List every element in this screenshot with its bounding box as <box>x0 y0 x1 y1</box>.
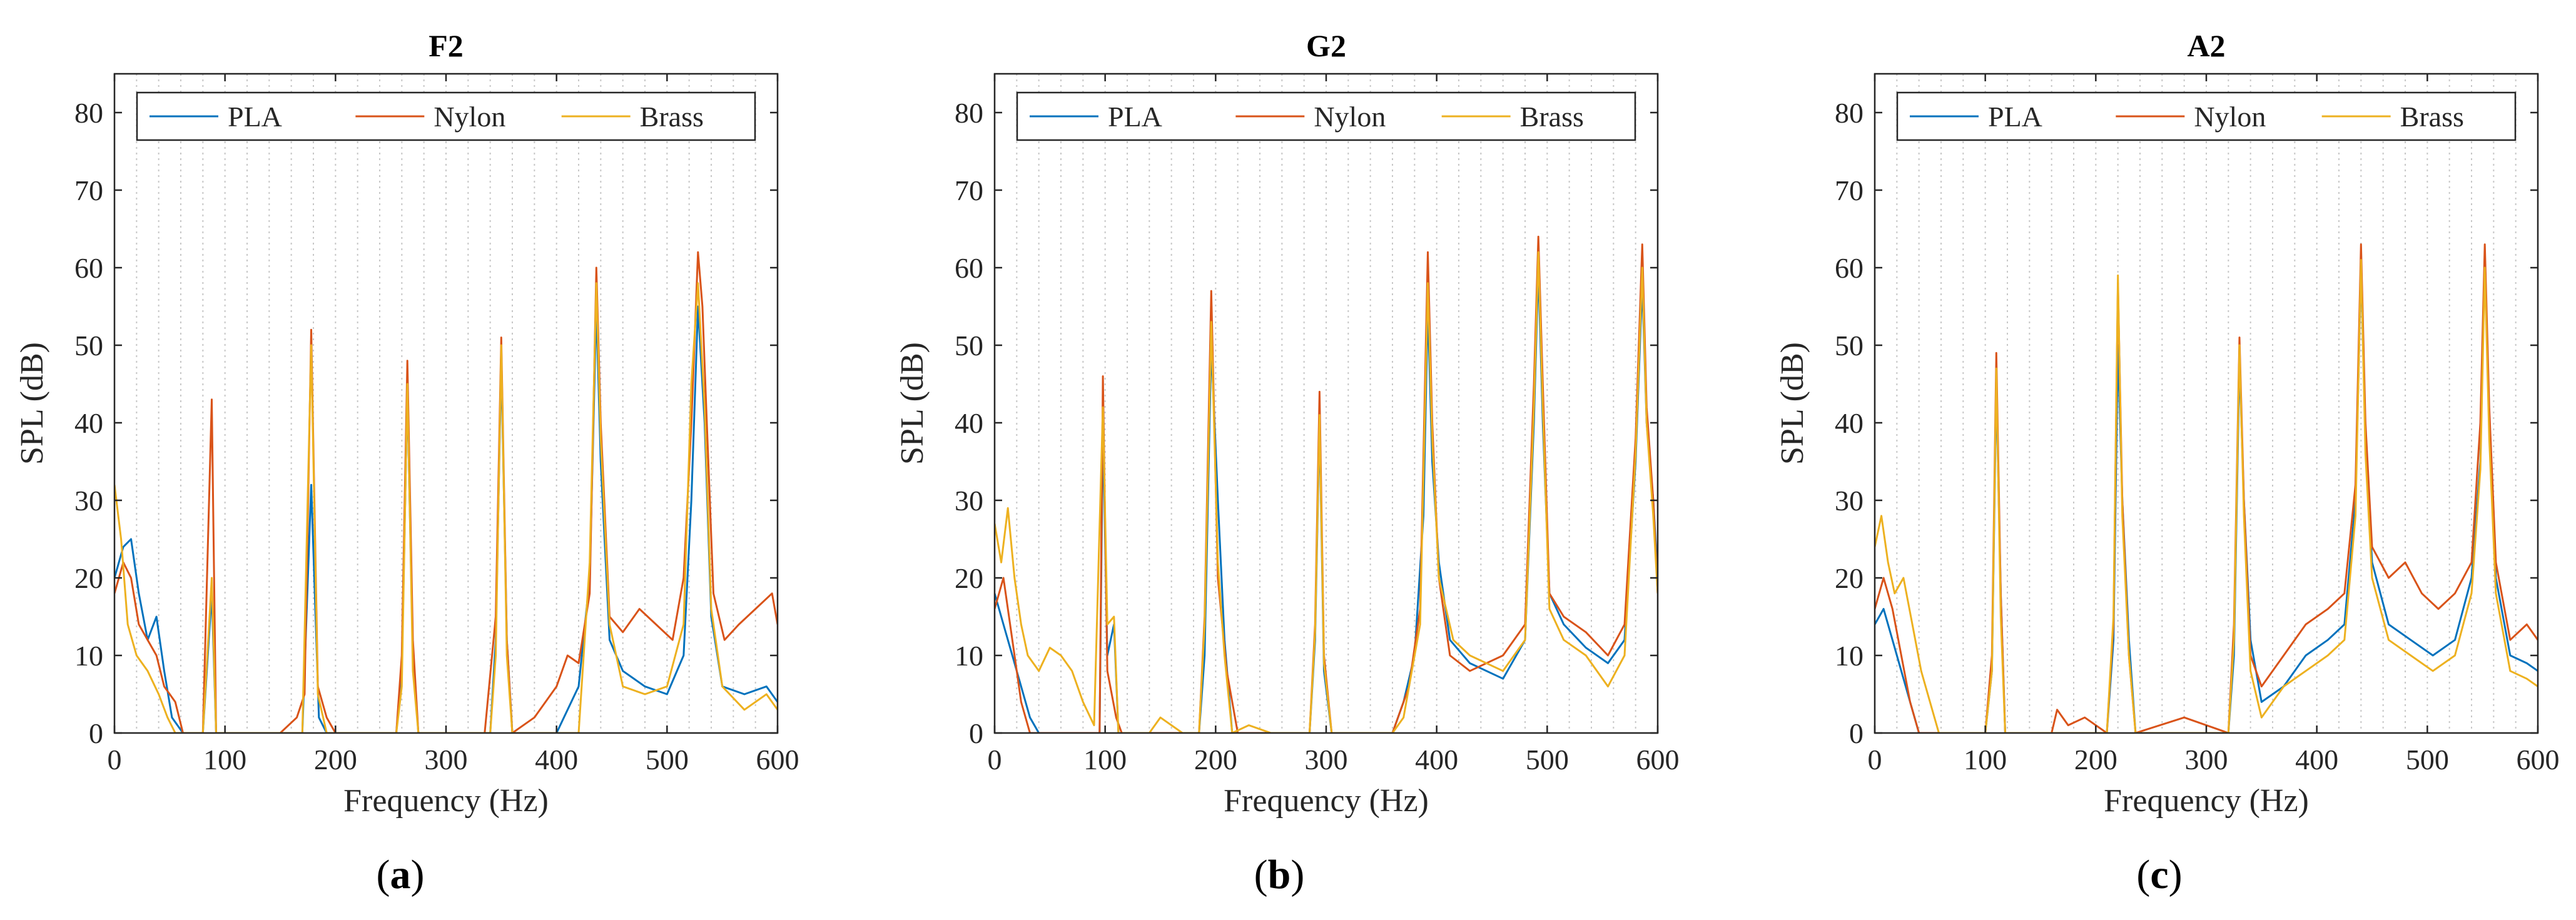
y-tick-label: 80 <box>74 97 103 129</box>
series-line-pla <box>114 305 778 733</box>
legend-box <box>1016 91 1636 141</box>
x-tick-label: 300 <box>425 744 468 776</box>
x-tick-label: 100 <box>1964 744 2007 776</box>
series-line-brass <box>1875 259 2538 733</box>
x-tick-label: 100 <box>1083 744 1127 776</box>
x-tick-label: 300 <box>1305 744 1348 776</box>
legend: PLA Nylon Brass <box>1016 91 1636 141</box>
y-tick-label: 30 <box>1835 485 1864 517</box>
x-tick-label: 200 <box>314 744 357 776</box>
legend-label-pla: PLA <box>1108 101 1162 133</box>
y-tick-label: 70 <box>1835 174 1864 206</box>
legend-box <box>1896 91 2517 141</box>
legend-label-brass: Brass <box>2400 101 2464 133</box>
y-tick-label: 40 <box>1835 407 1864 439</box>
x-tick-label: 500 <box>1526 744 1569 776</box>
x-tick-label: 100 <box>203 744 246 776</box>
y-axis-label: SPL (dB) <box>1775 342 1810 465</box>
panel-label: (a) <box>377 852 425 897</box>
y-tick-label: 40 <box>955 407 983 439</box>
x-tick-label: 400 <box>535 744 578 776</box>
panel-label-letter: b <box>1268 852 1291 897</box>
panel-label-letter: a <box>390 852 411 897</box>
x-tick-label: 200 <box>1194 744 1237 776</box>
x-axis-label: Frequency (Hz) <box>1224 783 1429 819</box>
panel-label-close: ) <box>2169 852 2183 897</box>
y-tick-label: 50 <box>74 330 103 361</box>
legend-box <box>136 91 756 141</box>
y-tick-label: 80 <box>955 97 983 129</box>
series-line-brass <box>995 251 1658 733</box>
x-tick-label: 500 <box>646 744 689 776</box>
panel-label-letter: c <box>2150 852 2168 897</box>
plot-area <box>114 74 778 733</box>
y-tick-label: 20 <box>1835 562 1864 594</box>
panel-label-close: ) <box>1291 852 1304 897</box>
y-tick-label: 10 <box>955 640 983 672</box>
chart-title: F2 <box>428 28 464 63</box>
y-tick-label: 10 <box>1835 640 1864 672</box>
x-tick-label: 0 <box>1868 744 1882 776</box>
y-tick-label: 70 <box>955 174 983 206</box>
plot-area <box>995 74 1658 733</box>
panel-label: (c) <box>2136 852 2182 897</box>
y-tick-label: 50 <box>1835 330 1864 361</box>
x-tick-label: 600 <box>2517 744 2560 776</box>
legend-label-nylon: Nylon <box>2194 101 2266 133</box>
panel-label-open: ( <box>377 852 390 897</box>
x-tick-label: 600 <box>756 744 799 776</box>
y-tick-label: 60 <box>955 252 983 284</box>
x-axis-label: Frequency (Hz) <box>2104 783 2309 819</box>
legend-label-nylon: Nylon <box>434 101 505 133</box>
panel-label-close: ) <box>411 852 425 897</box>
panel-label-open: ( <box>2136 852 2150 897</box>
x-axis-label: Frequency (Hz) <box>343 783 549 819</box>
y-tick-label: 60 <box>1835 252 1864 284</box>
x-tick-label: 0 <box>988 744 1002 776</box>
legend-label-nylon: Nylon <box>1314 101 1386 133</box>
chart-title: A2 <box>2187 28 2225 63</box>
x-tick-label: 400 <box>1415 744 1458 776</box>
chart-panel-g2: 0 100 200 300 400 500 600 0 10 20 30 40 50 60 70 80 G2 Fr… <box>895 28 1680 819</box>
y-tick-label: 20 <box>955 562 983 594</box>
y-tick-label: 40 <box>74 407 103 439</box>
x-tick-label: 600 <box>1636 744 1680 776</box>
series-line-brass <box>114 282 778 733</box>
y-tick-label: 0 <box>1849 717 1864 749</box>
y-tick-label: 50 <box>955 330 983 361</box>
legend-label-pla: PLA <box>1988 101 2042 133</box>
chart-title: G2 <box>1306 28 1346 63</box>
x-tick-label: 400 <box>2295 744 2338 776</box>
y-tick-label: 80 <box>1835 97 1864 129</box>
y-tick-label: 30 <box>955 485 983 517</box>
y-tick-label: 0 <box>89 717 103 749</box>
legend-label-brass: Brass <box>640 101 704 133</box>
legend: PLA Nylon Brass <box>1896 91 2517 141</box>
x-tick-label: 0 <box>108 744 122 776</box>
series-line-nylon <box>995 235 1658 733</box>
legend-label-pla: PLA <box>228 101 282 133</box>
panel-label-open: ( <box>1254 852 1268 897</box>
legend: PLA Nylon Brass <box>136 91 756 141</box>
chart-panel-a2: 0 100 200 300 400 500 600 0 10 20 30 40 50 60 70 80 A2 Fr… <box>1775 28 2560 819</box>
y-tick-label: 20 <box>74 562 103 594</box>
y-tick-label: 0 <box>969 717 983 749</box>
y-tick-label: 70 <box>74 174 103 206</box>
panel-label: (b) <box>1254 852 1305 897</box>
y-tick-label: 10 <box>74 640 103 672</box>
y-tick-label: 60 <box>74 252 103 284</box>
x-tick-label: 200 <box>2074 744 2117 776</box>
y-axis-label: SPL (dB) <box>895 342 930 465</box>
y-axis-label: SPL (dB) <box>14 342 50 465</box>
x-tick-label: 500 <box>2406 744 2449 776</box>
plot-area <box>1875 74 2538 733</box>
legend-label-brass: Brass <box>1520 101 1584 133</box>
chart-panel-f2: 0 100 200 300 400 500 600 0 10 20 30 40 50 60 70 80 F2 Fr… <box>14 28 799 819</box>
x-tick-label: 300 <box>2185 744 2228 776</box>
y-tick-label: 30 <box>74 485 103 517</box>
